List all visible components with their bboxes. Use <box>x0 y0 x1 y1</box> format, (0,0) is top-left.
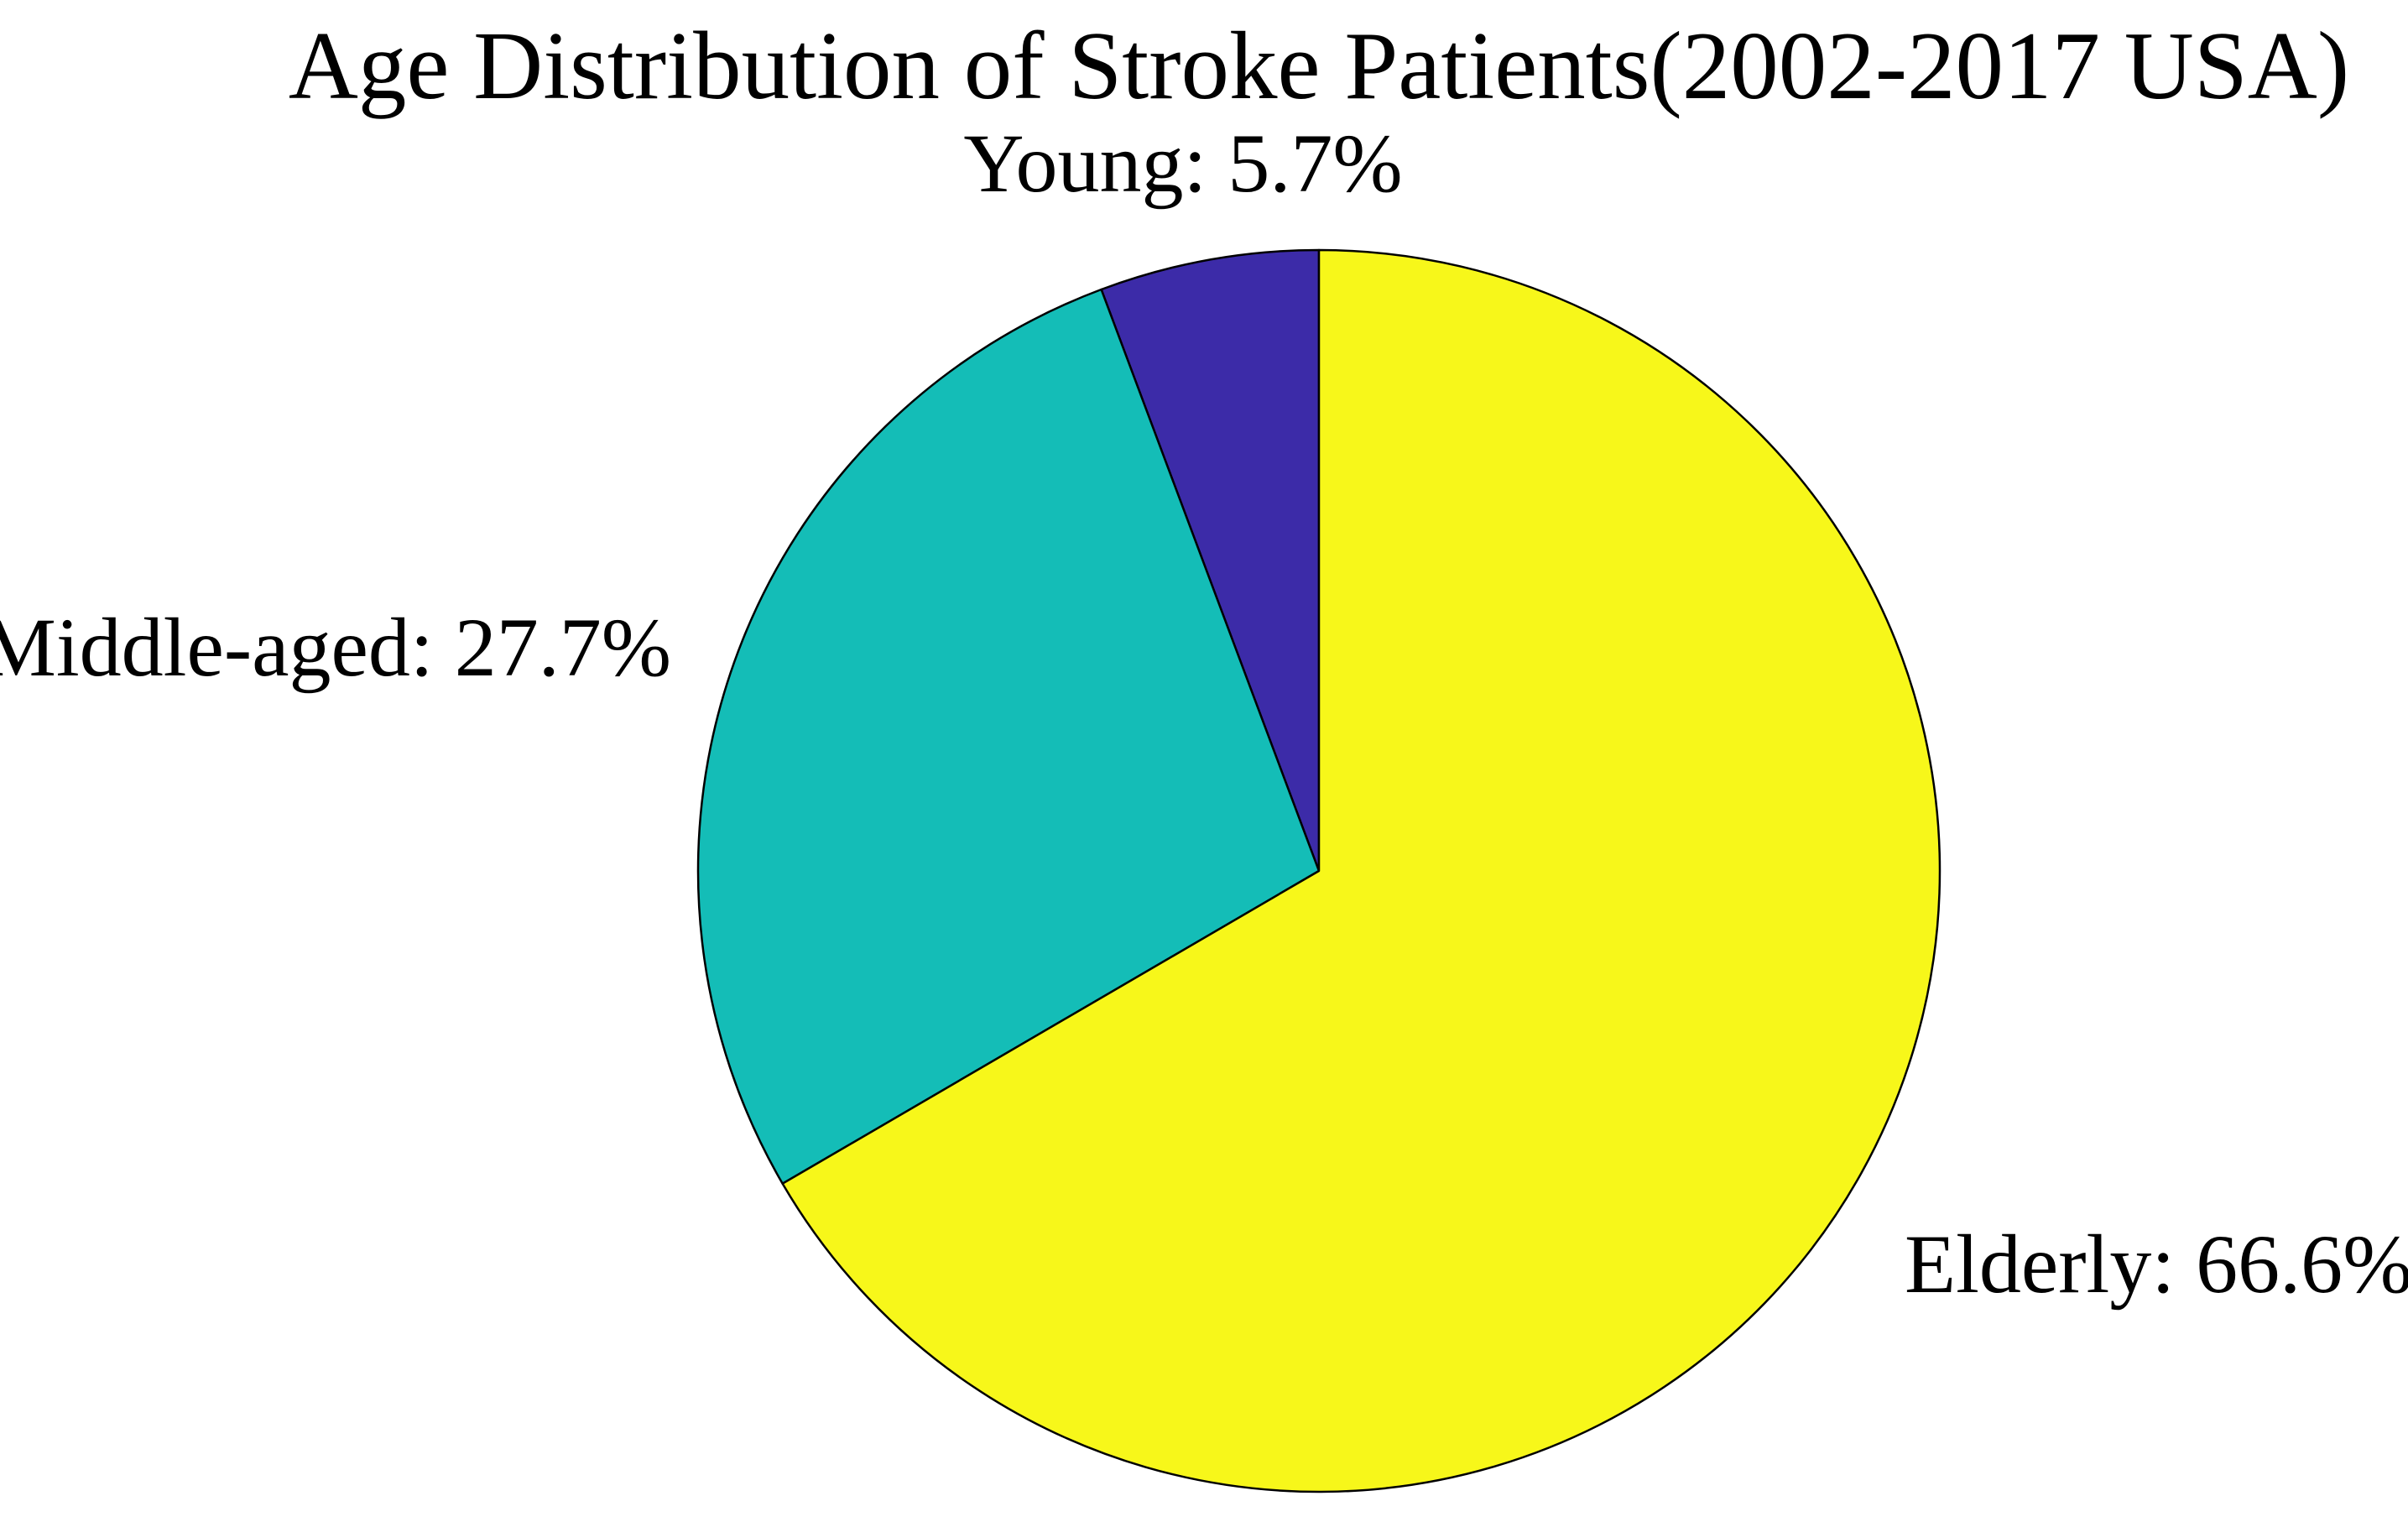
pie-slice-elderly <box>781 248 1942 1493</box>
pie-slice-young <box>1100 248 1321 873</box>
pie-slices <box>696 248 1942 1493</box>
chart-title: Age Distribution of Stroke Patients(2002… <box>289 13 2349 119</box>
slice-label-elderly: Elderly: 66.6% <box>1905 1217 2408 1311</box>
slice-label-young: Young: 5.7% <box>963 117 1402 210</box>
slice-label-middle-aged: Middle-aged: 27.7% <box>0 601 671 694</box>
pie-slice-middle-aged <box>696 288 1321 1185</box>
